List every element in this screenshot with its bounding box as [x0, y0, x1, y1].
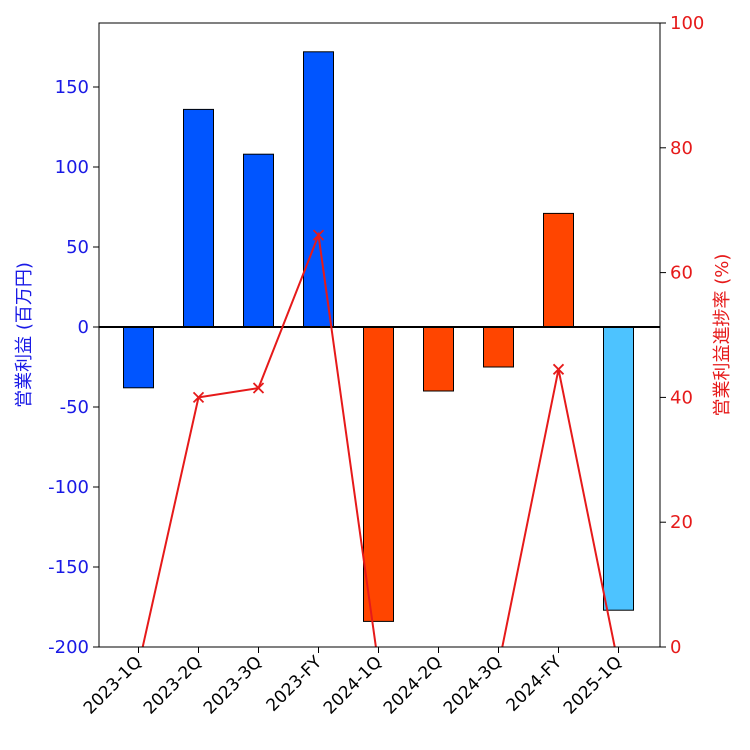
- left-tick-label: 100: [55, 157, 89, 178]
- right-tick-label: 100: [670, 13, 704, 34]
- bar-2024-3Q: [483, 326, 514, 368]
- bar-2023-2Q: [183, 108, 214, 328]
- bar-2023-3Q: [243, 153, 274, 328]
- left-tick-label: 50: [66, 237, 89, 258]
- left-y-axis: 150 100 50 0 -50 -100 -150 -200: [48, 77, 99, 658]
- right-tick-label: 80: [670, 138, 693, 159]
- right-tick-label: 20: [670, 512, 693, 533]
- bar-2023-1Q: [123, 326, 154, 389]
- progress-marker-2024-FY: [552, 363, 565, 375]
- bar-2023-FY: [303, 51, 334, 328]
- bar-2024-1Q: [363, 326, 394, 622]
- left-tick-label: -100: [48, 477, 89, 498]
- right-y-axis: 100 80 60 40 20 0: [660, 13, 704, 658]
- left-tick-label: -150: [48, 557, 89, 578]
- left-tick-label: -50: [60, 397, 89, 418]
- left-tick-label: 0: [78, 317, 89, 338]
- left-tick-label: -200: [48, 637, 89, 658]
- right-y-axis-label: 営業利益進捗率 (%): [712, 254, 733, 417]
- bar-2025-1Q: [603, 326, 634, 611]
- line-series: [141, 229, 616, 647]
- right-tick-label: 40: [670, 387, 693, 408]
- left-tick-label: 150: [55, 77, 89, 98]
- right-tick-label: 60: [670, 263, 693, 284]
- plot-frame: [98, 22, 661, 648]
- progress-marker-2023-FY: [312, 229, 325, 241]
- right-tick-label: 0: [670, 637, 681, 658]
- bar-2024-FY: [543, 212, 574, 328]
- bar-2024-2Q: [423, 326, 454, 392]
- progress-marker-2023-3Q: [252, 382, 265, 394]
- bar-series: [123, 51, 634, 622]
- progress-marker-2023-2Q: [192, 391, 205, 404]
- left-y-axis-label: 営業利益 (百万円): [14, 262, 35, 408]
